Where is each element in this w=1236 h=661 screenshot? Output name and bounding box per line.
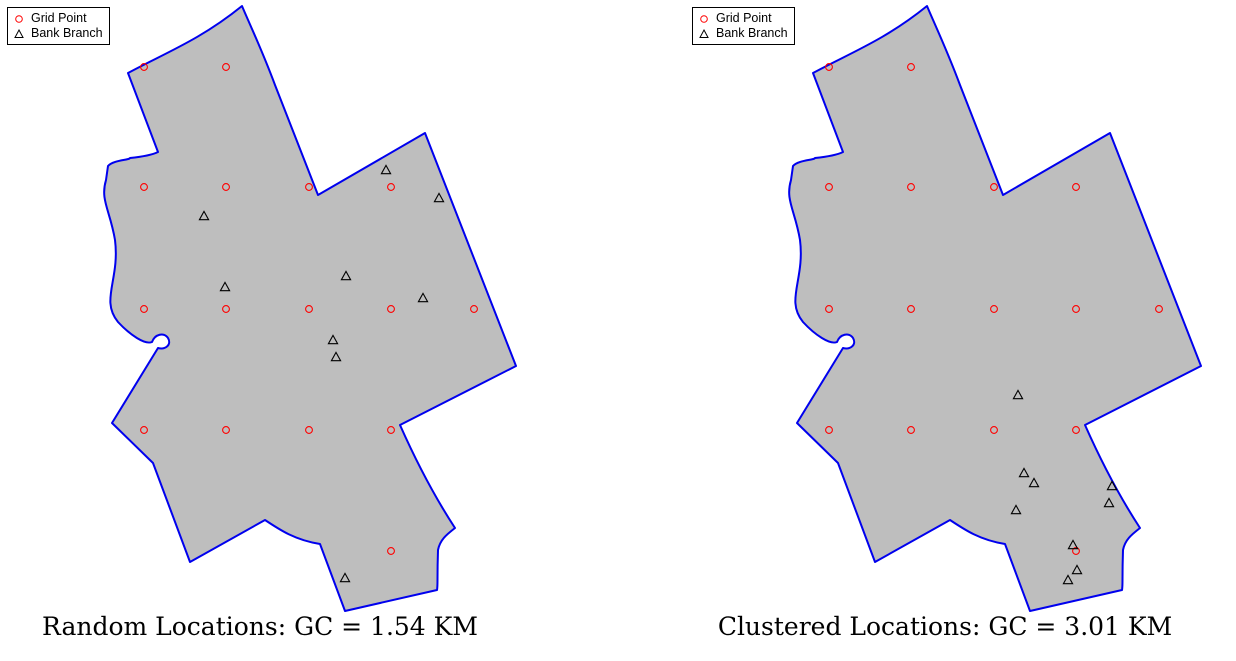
bank-branch-marker [219, 281, 231, 292]
bank-branch-marker [327, 334, 339, 345]
grid-point-marker [907, 305, 915, 313]
bank-branch-marker [198, 210, 210, 221]
grid-point-marker [825, 183, 833, 191]
legend: Grid Point Bank Branch [692, 7, 795, 45]
bank-branch-triangle-icon [699, 28, 709, 38]
legend-entry-bank-branch: Bank Branch [698, 26, 788, 41]
grid-point-marker [387, 547, 395, 555]
grid-point-marker [1072, 183, 1080, 191]
grid-point-marker [825, 305, 833, 313]
grid-point-marker [140, 63, 148, 71]
map-panel-clustered: Grid Point Bank Branch Clustered Locatio… [685, 0, 1236, 661]
bank-branch-triangle-icon [14, 28, 24, 38]
grid-point-marker [1072, 547, 1080, 555]
grid-point-marker [990, 183, 998, 191]
grid-point-marker [387, 183, 395, 191]
bank-branch-marker [1067, 539, 1079, 550]
grid-point-circle-icon [15, 14, 23, 23]
grid-point-marker [305, 426, 313, 434]
map-panel-random: Grid Point Bank Branch Random Locations:… [0, 0, 600, 661]
map-random [103, 5, 517, 612]
map-caption-clustered: Clustered Locations: GC = 3.01 KM [717, 612, 1173, 641]
region-boundary [103, 5, 517, 612]
grid-point-marker [1072, 426, 1080, 434]
grid-point-marker [907, 63, 915, 71]
legend-label-bank-branch: Bank Branch [31, 26, 103, 40]
grid-point-marker [990, 426, 998, 434]
grid-point-marker [907, 426, 915, 434]
grid-point-marker [825, 426, 833, 434]
bank-branch-marker [417, 292, 429, 303]
grid-point-marker [305, 183, 313, 191]
grid-point-marker [222, 426, 230, 434]
grid-point-marker [470, 305, 478, 313]
legend-entry-bank-branch: Bank Branch [13, 26, 103, 41]
bank-branch-marker [1028, 477, 1040, 488]
region-boundary [788, 5, 1202, 612]
grid-point-circle-icon [700, 14, 708, 23]
grid-point-marker [1072, 305, 1080, 313]
grid-point-marker [907, 183, 915, 191]
bank-branch-marker [1062, 574, 1074, 585]
grid-point-marker [140, 183, 148, 191]
bank-branch-marker [1103, 497, 1115, 508]
grid-point-marker [1155, 305, 1163, 313]
bank-branch-marker [380, 164, 392, 175]
bank-branch-marker [433, 192, 445, 203]
legend-label-bank-branch: Bank Branch [716, 26, 788, 40]
bank-branch-marker [1010, 504, 1022, 515]
map-clustered [788, 5, 1202, 612]
bank-branch-marker [330, 351, 342, 362]
legend-entry-grid-point: Grid Point [13, 11, 103, 26]
bank-branch-marker [1106, 480, 1118, 491]
legend-entry-grid-point: Grid Point [698, 11, 788, 26]
grid-point-marker [990, 305, 998, 313]
grid-point-marker [140, 305, 148, 313]
grid-point-marker [222, 305, 230, 313]
grid-point-marker [387, 426, 395, 434]
bank-branch-marker [1018, 467, 1030, 478]
grid-point-marker [222, 63, 230, 71]
bank-branch-marker [1071, 564, 1083, 575]
bank-branch-marker [340, 270, 352, 281]
grid-point-marker [387, 305, 395, 313]
grid-point-marker [305, 305, 313, 313]
bank-branch-marker [1012, 389, 1024, 400]
grid-point-marker [825, 63, 833, 71]
bank-branch-marker [339, 572, 351, 583]
grid-point-marker [222, 183, 230, 191]
legend-label-grid-point: Grid Point [31, 11, 87, 25]
map-caption-random: Random Locations: GC = 1.54 KM [42, 612, 478, 641]
legend: Grid Point Bank Branch [7, 7, 110, 45]
grid-point-marker [140, 426, 148, 434]
legend-label-grid-point: Grid Point [716, 11, 772, 25]
